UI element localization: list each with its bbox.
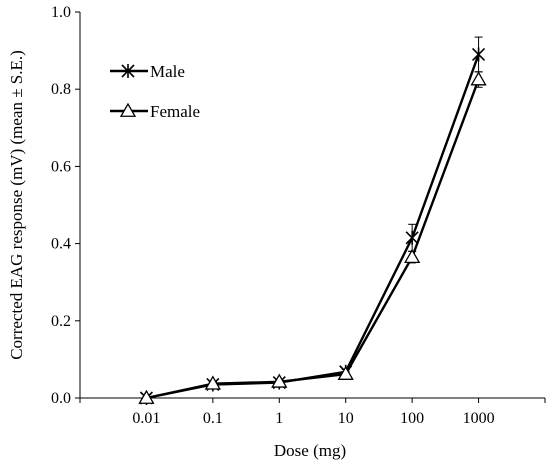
legend: Male Female bbox=[110, 62, 200, 121]
x-tick-label: 100 bbox=[400, 410, 424, 427]
legend-label: Male bbox=[150, 62, 185, 81]
y-tick-label: 0.0 bbox=[51, 390, 71, 407]
series-layer bbox=[138, 36, 487, 405]
data-point-female bbox=[204, 375, 221, 390]
y-axis-title: Corrected EAG response (mV) (mean ± S.E.… bbox=[7, 50, 26, 360]
data-point-male bbox=[405, 230, 419, 245]
legend-entry-male: Male bbox=[110, 62, 185, 81]
axes: 0.0 0.2 0.4 0.6 0.8 1.0 0.01 0.1 1 10 100 1000 bbox=[51, 4, 546, 427]
y-tick-label: 1.0 bbox=[51, 4, 71, 21]
legend-marker bbox=[121, 64, 135, 78]
y-tick-label: 0.8 bbox=[51, 81, 71, 98]
data-point-female bbox=[470, 71, 487, 86]
y-tick-label: 0.2 bbox=[51, 313, 71, 330]
series-female bbox=[138, 71, 487, 404]
legend-entry-female: Female bbox=[110, 102, 200, 121]
data-point-female bbox=[404, 248, 421, 264]
y-tick-label: 0.4 bbox=[51, 236, 71, 253]
series-line-female bbox=[146, 79, 480, 400]
series-male bbox=[139, 36, 486, 405]
x-tick-label: 0.1 bbox=[203, 410, 223, 427]
x-tick-label: 10 bbox=[338, 410, 354, 427]
data-point-male bbox=[472, 47, 486, 62]
y-tick-label: 0.6 bbox=[51, 158, 71, 175]
x-tick-label: 1 bbox=[275, 410, 283, 427]
x-tick-label: 1000 bbox=[463, 410, 495, 427]
data-point-female bbox=[271, 373, 288, 388]
data-point-female bbox=[337, 365, 354, 380]
x-axis-title: Dose (mg) bbox=[274, 441, 346, 460]
legend-marker bbox=[119, 102, 137, 117]
x-tick-label: 0.01 bbox=[132, 410, 160, 427]
data-point-female bbox=[138, 389, 155, 404]
legend-label: Female bbox=[150, 102, 200, 121]
